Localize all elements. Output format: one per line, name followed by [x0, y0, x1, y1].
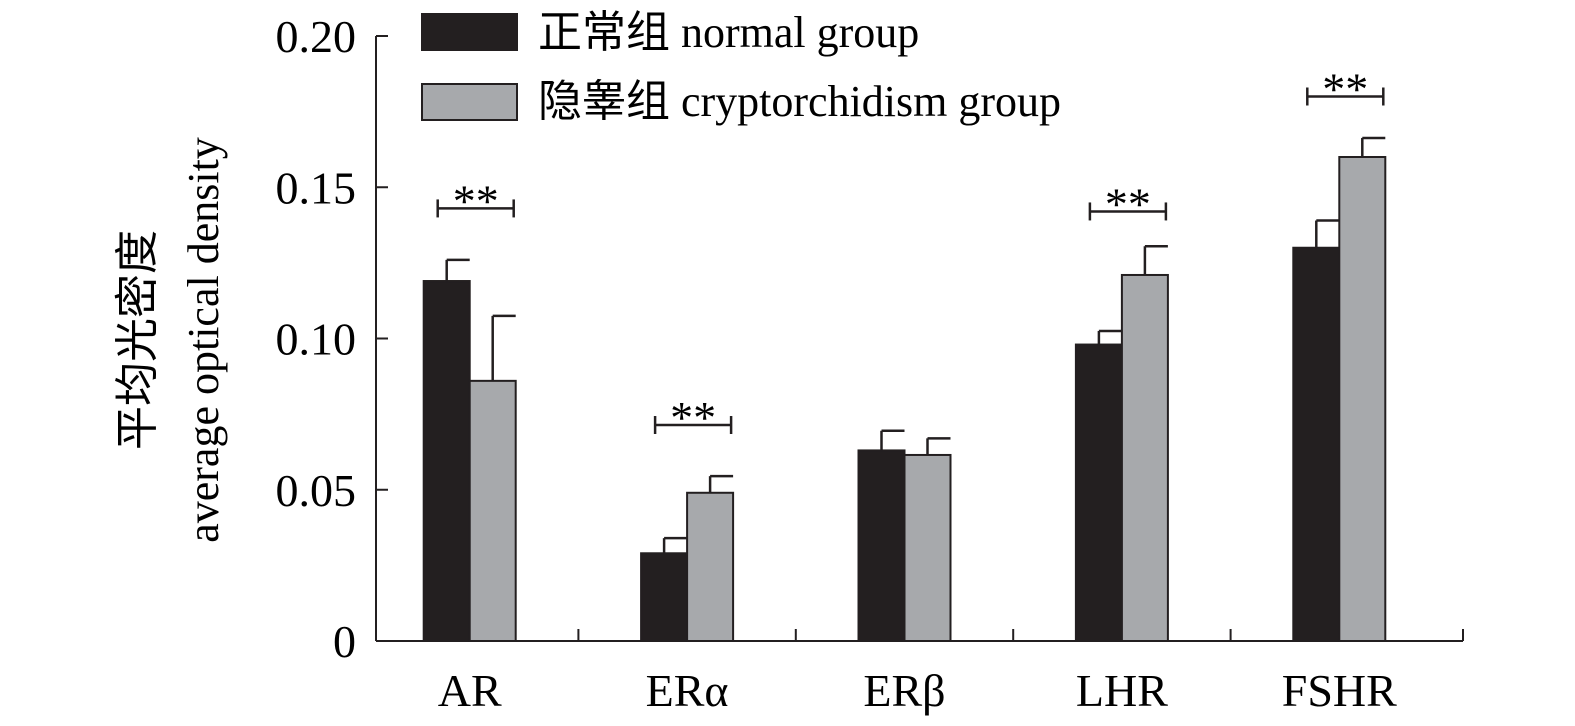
- bar-normal-ar: [422, 280, 471, 642]
- bar-cryptorchidism-fshr: [1338, 156, 1387, 642]
- bar-cryptorchidism-erβ: [903, 453, 952, 642]
- bars: ** ** ** **: [422, 64, 1387, 643]
- bar-cryptorchidism-ar: [468, 379, 517, 642]
- bar-normal-lhr: [1074, 343, 1123, 642]
- bar-cryptorchidism-erα: [686, 491, 735, 642]
- legend: 正常组 normal group 隐睾组 cryptorchidism grou…: [421, 8, 1061, 126]
- y-axis-label: 平均光密度 average optical density: [113, 137, 228, 543]
- bar-normal-erβ: [857, 449, 906, 642]
- x-tick-label: FSHR: [1282, 665, 1397, 716]
- x-tick-label: ERβ: [863, 665, 945, 716]
- y-tick-label: 0.15: [276, 162, 357, 213]
- x-tick-label: LHR: [1076, 665, 1168, 716]
- y-tick-label: 0: [333, 616, 356, 667]
- legend-swatch-cryptorchidism: [421, 83, 518, 121]
- significance-label: **: [670, 392, 716, 443]
- y-tick-label: 0.20: [276, 11, 357, 62]
- y-axis-label-cn: 平均光密度: [113, 230, 162, 450]
- significance-label: **: [1322, 64, 1368, 115]
- legend-label-cryptorchidism: 隐睾组 cryptorchidism group: [538, 77, 1061, 126]
- significance-label: **: [453, 175, 499, 226]
- x-tick-label: ERα: [646, 665, 729, 716]
- x-tick-label: AR: [438, 665, 502, 716]
- legend-swatch-normal: [421, 13, 518, 51]
- axes: 0 0.05 0.10 0.15 0.20 AR ERα ERβ LHR FSHR: [276, 11, 1464, 716]
- bar-normal-erα: [640, 552, 689, 643]
- y-tick-label: 0.10: [276, 314, 357, 365]
- y-tick-label: 0.05: [276, 465, 357, 516]
- significance-label: **: [1105, 178, 1151, 229]
- y-axis-label-en: average optical density: [179, 137, 228, 543]
- legend-label-normal: 正常组 normal group: [538, 8, 919, 57]
- bar-normal-fshr: [1292, 246, 1341, 642]
- bar-cryptorchidism-lhr: [1120, 273, 1169, 642]
